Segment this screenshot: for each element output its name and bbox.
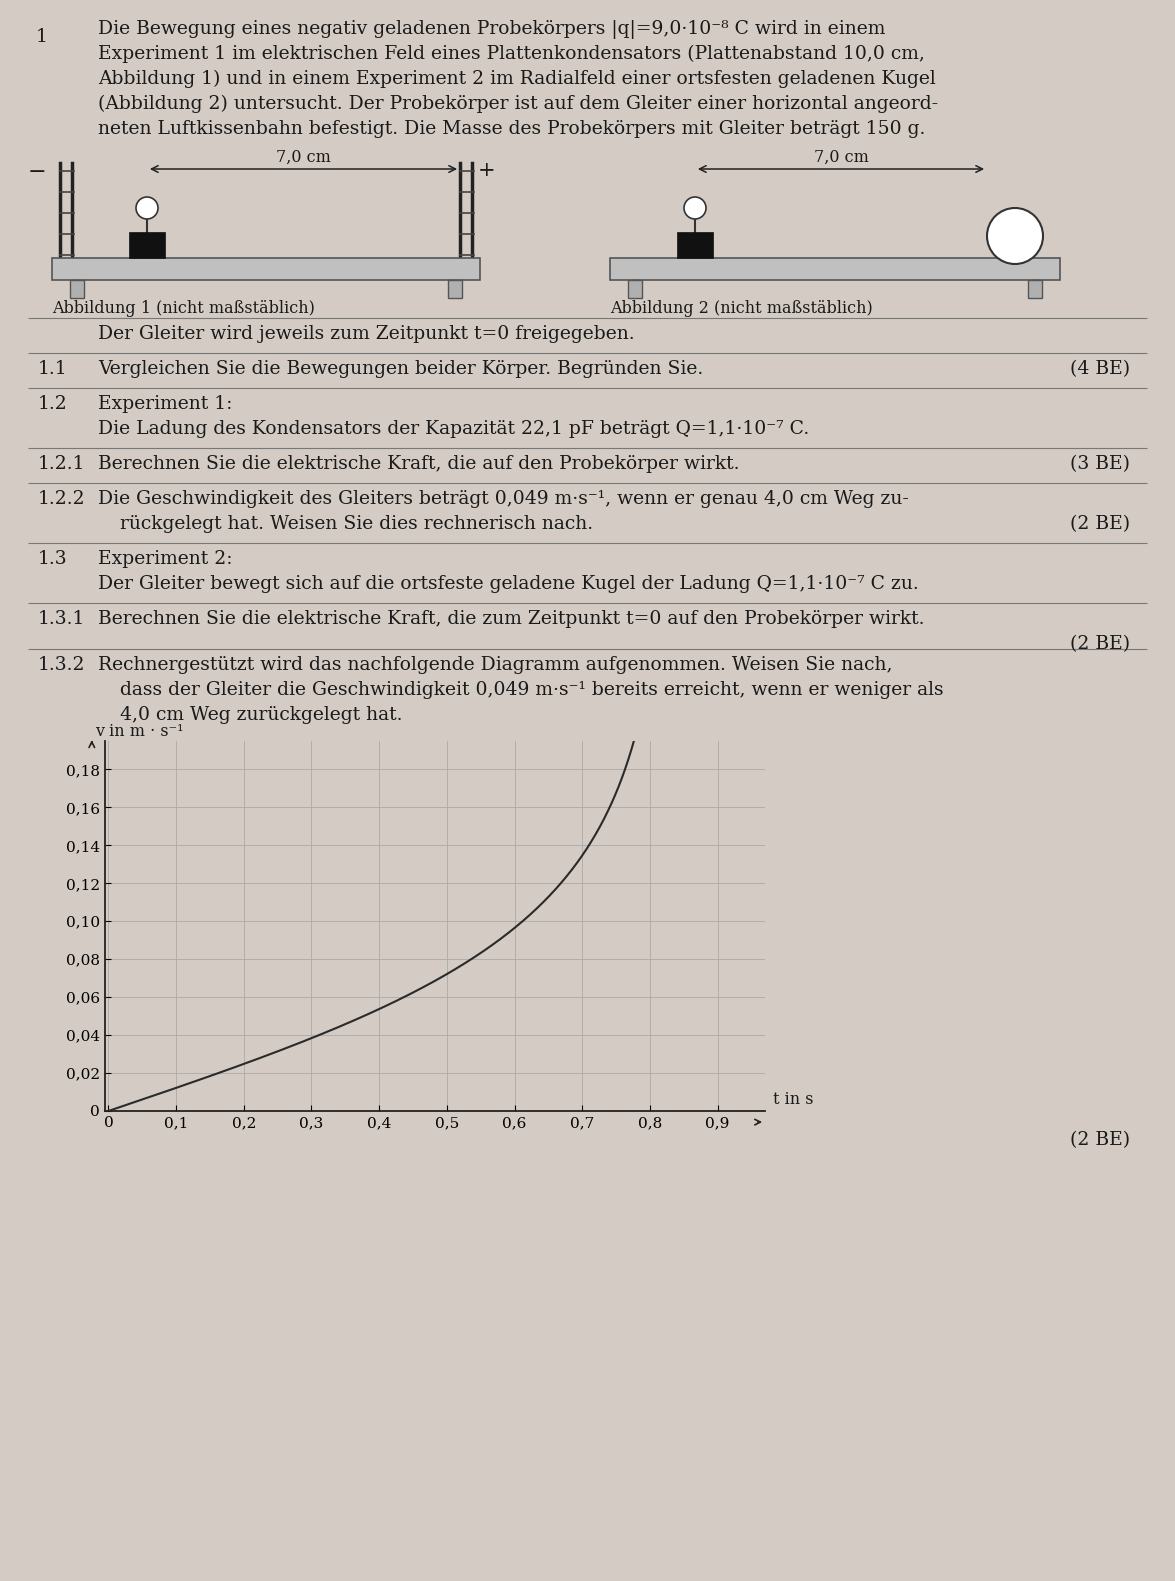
Text: 1.1: 1.1 (38, 360, 68, 378)
Text: Der Gleiter bewegt sich auf die ortsfeste geladene Kugel der Ladung Q=1,1·10⁻⁷ C: Der Gleiter bewegt sich auf die ortsfest… (98, 575, 919, 593)
Text: Abbildung 1) und in einem Experiment 2 im Radialfeld einer ortsfesten geladenen : Abbildung 1) und in einem Experiment 2 i… (98, 70, 935, 89)
Text: 7,0 cm: 7,0 cm (813, 149, 868, 166)
Text: 7,0 cm: 7,0 cm (276, 149, 331, 166)
Text: Berechnen Sie die elektrische Kraft, die zum Zeitpunkt t=0 auf den Probekörper w: Berechnen Sie die elektrische Kraft, die… (98, 610, 925, 628)
Text: neten Luftkissenbahn befestigt. Die Masse des Probekörpers mit Gleiter beträgt 1: neten Luftkissenbahn befestigt. Die Mass… (98, 120, 926, 138)
Text: rückgelegt hat. Weisen Sie dies rechnerisch nach.: rückgelegt hat. Weisen Sie dies rechneri… (120, 515, 593, 533)
Text: (3 BE): (3 BE) (1070, 455, 1130, 473)
Text: Der Gleiter wird jeweils zum Zeitpunkt t=0 freigegeben.: Der Gleiter wird jeweils zum Zeitpunkt t… (98, 326, 634, 343)
Text: (2 BE): (2 BE) (1070, 636, 1130, 653)
Text: 1.3: 1.3 (38, 550, 68, 568)
Circle shape (136, 198, 157, 220)
Text: Experiment 2:: Experiment 2: (98, 550, 233, 568)
Text: (Abbildung 2) untersucht. Der Probekörper ist auf dem Gleiter einer horizontal a: (Abbildung 2) untersucht. Der Probekörpe… (98, 95, 938, 114)
Bar (129, 232, 164, 258)
Text: Die Geschwindigkeit des Gleiters beträgt 0,049 m·s⁻¹, wenn er genau 4,0 cm Weg z: Die Geschwindigkeit des Gleiters beträgt… (98, 490, 909, 508)
Text: 1.3.2: 1.3.2 (38, 656, 86, 674)
Text: Die Bewegung eines negativ geladenen Probekörpers |q|=9,0·10⁻⁸ C wird in einem: Die Bewegung eines negativ geladenen Pro… (98, 21, 886, 40)
Text: Abbildung 2 (nicht maßstäblich): Abbildung 2 (nicht maßstäblich) (610, 300, 873, 318)
Text: −: − (27, 161, 46, 183)
Text: Vergleichen Sie die Bewegungen beider Körper. Begründen Sie.: Vergleichen Sie die Bewegungen beider Kö… (98, 360, 704, 378)
Text: +: + (478, 161, 496, 180)
Text: Experiment 1:: Experiment 1: (98, 395, 233, 413)
Circle shape (987, 209, 1043, 264)
Bar (52, 258, 481, 280)
Text: Experiment 1 im elektrischen Feld eines Plattenkondensators (Plattenabstand 10,0: Experiment 1 im elektrischen Feld eines … (98, 44, 925, 63)
Text: Abbildung 1 (nicht maßstäblich): Abbildung 1 (nicht maßstäblich) (52, 300, 315, 318)
Text: Berechnen Sie die elektrische Kraft, die auf den Probekörper wirkt.: Berechnen Sie die elektrische Kraft, die… (98, 455, 739, 473)
Text: Rechnergestützt wird das nachfolgende Diagramm aufgenommen. Weisen Sie nach,: Rechnergestützt wird das nachfolgende Di… (98, 656, 893, 674)
Text: v in m · s⁻¹: v in m · s⁻¹ (95, 723, 183, 740)
Text: 1.2.1: 1.2.1 (38, 455, 86, 473)
Bar (1028, 280, 1042, 297)
Bar (448, 280, 462, 297)
Text: 1: 1 (36, 28, 48, 46)
Text: (4 BE): (4 BE) (1070, 360, 1130, 378)
Bar (70, 280, 83, 297)
Text: 1.3.1: 1.3.1 (38, 610, 86, 628)
Text: Die Ladung des Kondensators der Kapazität 22,1 pF beträgt Q=1,1·10⁻⁷ C.: Die Ladung des Kondensators der Kapazitä… (98, 421, 810, 438)
Text: (2 BE): (2 BE) (1070, 515, 1130, 533)
Bar (677, 232, 713, 258)
Text: (2 BE): (2 BE) (1070, 1130, 1130, 1149)
Text: +: + (1006, 225, 1025, 247)
Bar (610, 258, 1060, 280)
Circle shape (684, 198, 706, 220)
Text: 4,0 cm Weg zurückgelegt hat.: 4,0 cm Weg zurückgelegt hat. (120, 707, 403, 724)
Text: dass der Gleiter die Geschwindigkeit 0,049 m·s⁻¹ bereits erreicht, wenn er wenig: dass der Gleiter die Geschwindigkeit 0,0… (120, 681, 944, 699)
Bar (627, 280, 642, 297)
Text: 1.2: 1.2 (38, 395, 68, 413)
Text: t in s: t in s (773, 1091, 813, 1108)
Text: 1.2.2: 1.2.2 (38, 490, 86, 508)
